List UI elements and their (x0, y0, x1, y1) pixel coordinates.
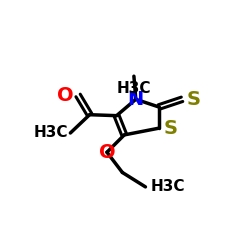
Text: N: N (128, 90, 144, 109)
Text: S: S (186, 90, 200, 109)
Text: H3C: H3C (34, 126, 68, 140)
Text: O: O (57, 86, 74, 105)
Text: S: S (163, 119, 177, 138)
Text: H3C: H3C (150, 180, 185, 194)
Text: H3C: H3C (117, 81, 151, 96)
Text: O: O (99, 143, 115, 162)
